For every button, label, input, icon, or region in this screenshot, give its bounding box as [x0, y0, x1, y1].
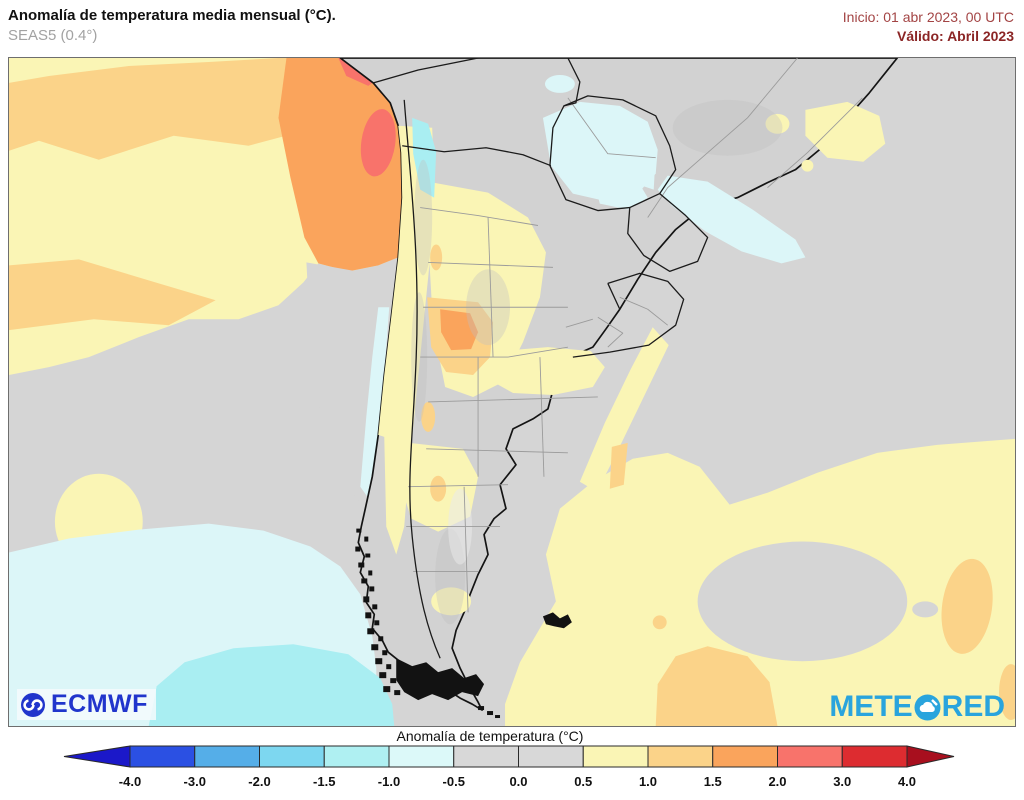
- colorbar-tick-label: 2.0: [768, 774, 786, 789]
- colorbar-tick-label: 1.5: [704, 774, 722, 789]
- land-anomaly-patches: [378, 74, 886, 616]
- meteored-logo: METE RED: [829, 690, 1005, 724]
- colorbar-segment: [712, 745, 778, 768]
- anomaly-map: [9, 58, 1015, 726]
- colorbar-tick-label: 3.0: [833, 774, 851, 789]
- colorbar-tick-label: -1.0: [378, 774, 400, 789]
- atlantic-warm-region: [505, 327, 1015, 726]
- header: Anomalía de temperatura media mensual (°…: [0, 0, 1024, 56]
- province-borders: [406, 58, 863, 613]
- colorbar-segment: [129, 745, 196, 768]
- meteored-cloud-icon: [914, 694, 941, 720]
- colorbar-ticks: -4.0 -3.0 -2.0 -1.5 -1.0 -0.5 0.0 0.5 1.0 1.5 2.0 3…: [119, 774, 916, 789]
- legend: Anomalía de temperatura (°C) -4.0 -3.0 -2.…: [0, 728, 1024, 800]
- colorbar-segment: [777, 745, 843, 768]
- colorbar-tick-label: 0.5: [574, 774, 592, 789]
- model-label: SEAS5 (0.4°): [8, 27, 98, 44]
- colorbar-left-arrow: [63, 745, 131, 768]
- southwest-cool-region: [9, 523, 395, 726]
- meteored-wordmark-left: METE: [829, 690, 913, 723]
- colorbar-segment: [323, 745, 390, 768]
- header-right: Inicio: 01 abr 2023, 00 UTC Válido: Abri…: [843, 8, 1014, 46]
- colorbar-tick-label: 4.0: [898, 774, 916, 789]
- ecmwf-icon: [21, 692, 45, 717]
- colorbar-segment: [453, 745, 519, 768]
- page-title: Anomalía de temperatura media mensual (°…: [8, 7, 336, 24]
- map-frame: ECMWF METE RED: [8, 57, 1016, 727]
- colorbar-tick-label: 0.0: [509, 774, 527, 789]
- colorbar-segment: [518, 745, 584, 768]
- colorbar-segment: [194, 745, 260, 768]
- ecmwf-logo: ECMWF: [17, 689, 156, 720]
- colorbar-tick-label: 1.0: [639, 774, 657, 789]
- colorbar-segment: [582, 745, 649, 768]
- header-left: Anomalía de temperatura media mensual (°…: [8, 6, 336, 46]
- meteored-wordmark-right: RED: [941, 690, 1005, 723]
- coastal-cool-strip: [360, 307, 390, 497]
- colorbar-title: Anomalía de temperatura (°C): [397, 728, 584, 744]
- country-borders: [373, 58, 709, 659]
- colorbar-segment: [647, 745, 714, 768]
- colorbar-tick-label: -3.0: [184, 774, 206, 789]
- colorbar-tick-label: -0.5: [443, 774, 465, 789]
- colorbar-tick-label: -1.5: [313, 774, 335, 789]
- falkland-islands: [542, 612, 572, 629]
- colorbar: Anomalía de temperatura (°C) -4.0 -3.0 -2.…: [63, 728, 955, 789]
- ecmwf-wordmark: ECMWF: [51, 690, 148, 718]
- init-time-label: Inicio: 01 abr 2023, 00 UTC: [842, 9, 1014, 25]
- valid-time-label: Válido: Abril 2023: [897, 28, 1014, 44]
- colorbar-segment: [841, 745, 908, 768]
- chilean-archipelago: [355, 528, 501, 719]
- colorbar-segment: [259, 745, 325, 768]
- colorbar-right-arrow: [906, 745, 955, 768]
- colorbar-tick-label: -2.0: [248, 774, 270, 789]
- colorbar-cells: [63, 745, 955, 768]
- colorbar-segment: [388, 745, 455, 768]
- colorbar-tick-label: -4.0: [119, 774, 141, 789]
- pacific-warm-region: [9, 58, 403, 570]
